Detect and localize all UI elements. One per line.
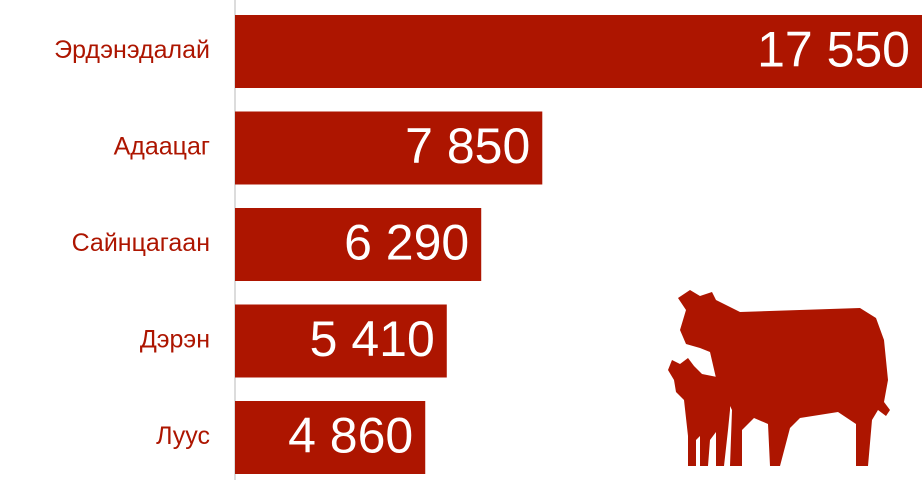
value-label: 4 860 xyxy=(288,408,413,464)
category-label: Дэрэн xyxy=(140,326,210,354)
value-label: 17 550 xyxy=(757,22,910,78)
value-label: 5 410 xyxy=(310,311,435,367)
category-label: Сайнцагаан xyxy=(72,229,210,257)
category-label: Эрдэнэдалай xyxy=(54,36,210,64)
value-label: 7 850 xyxy=(405,118,530,174)
category-label: Адаацаг xyxy=(114,133,210,161)
value-label: 6 290 xyxy=(344,215,469,271)
cow-illustration xyxy=(668,290,890,466)
chart: Эрдэнэдалай 17 550 Адаацаг 7 850 Сайнцагаан 6… xyxy=(0,0,923,480)
category-label: Луус xyxy=(156,422,210,450)
